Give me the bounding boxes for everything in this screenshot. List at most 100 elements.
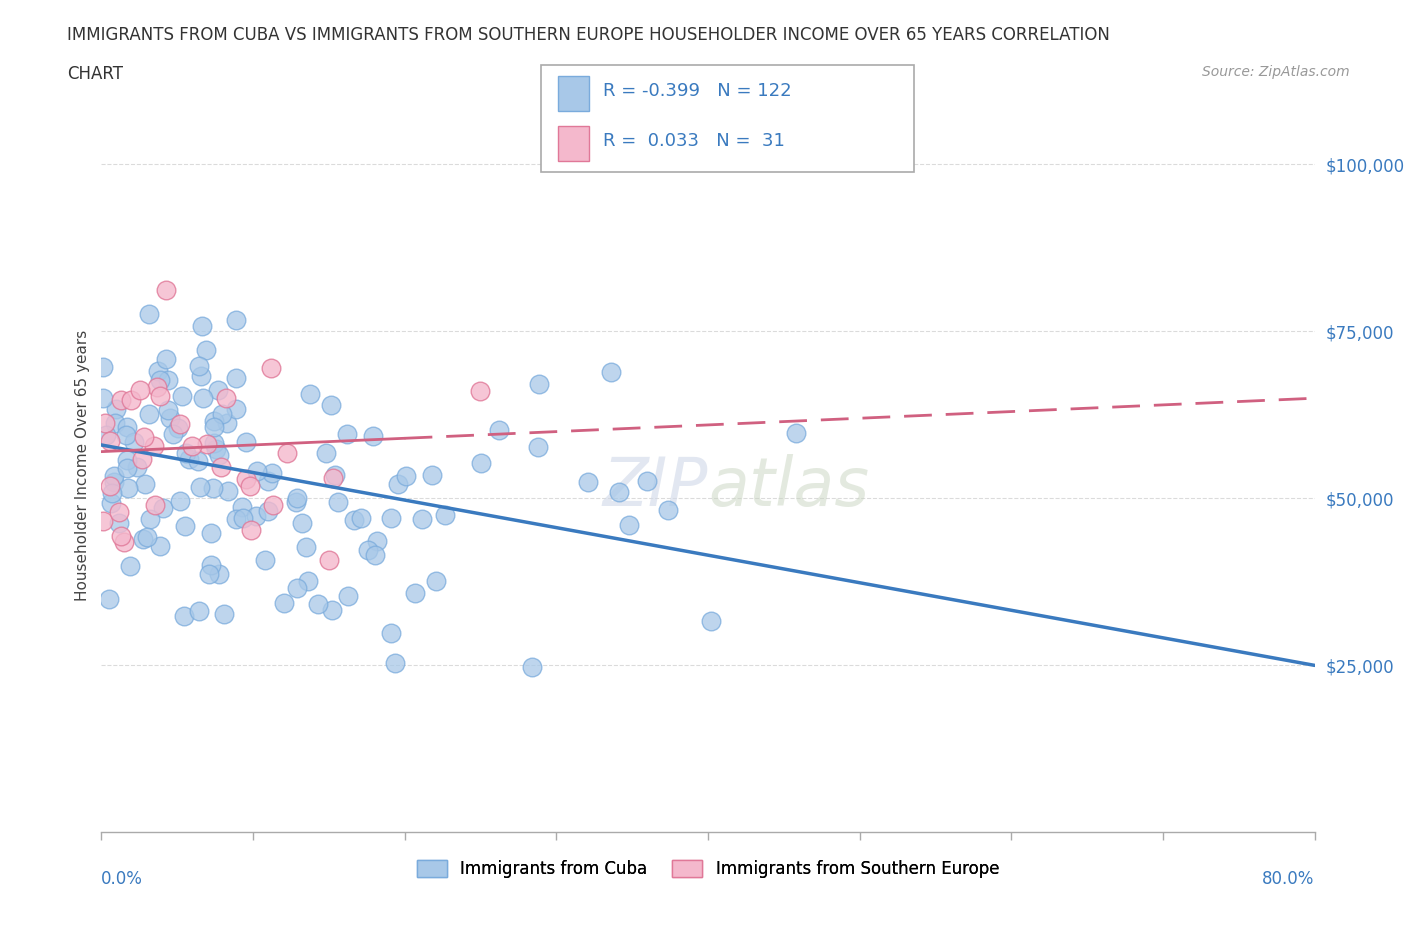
Point xyxy=(191,318,214,333)
Point xyxy=(195,342,218,357)
Point xyxy=(103,474,125,489)
Point xyxy=(157,373,180,388)
Point xyxy=(245,508,267,523)
Text: ZIP: ZIP xyxy=(603,454,709,520)
Point xyxy=(143,498,166,512)
Point xyxy=(276,445,298,460)
Point xyxy=(350,511,373,525)
Point xyxy=(169,417,191,432)
Point xyxy=(138,407,160,422)
Point xyxy=(364,548,387,563)
Point xyxy=(155,283,177,298)
Point xyxy=(294,539,316,554)
Point xyxy=(285,580,308,595)
Point xyxy=(231,499,253,514)
Point xyxy=(232,511,254,525)
Point xyxy=(526,440,548,455)
Point xyxy=(208,566,231,581)
Point xyxy=(139,512,162,526)
Point xyxy=(361,428,384,443)
Point xyxy=(157,403,180,418)
Point xyxy=(212,606,235,621)
Point xyxy=(253,553,276,568)
Point xyxy=(321,398,343,413)
Point xyxy=(225,401,247,416)
Point xyxy=(356,543,378,558)
Point xyxy=(785,426,807,441)
Point xyxy=(132,532,155,547)
Point xyxy=(131,451,153,466)
Point xyxy=(127,459,149,474)
Point xyxy=(155,352,177,366)
Point xyxy=(235,435,257,450)
Point xyxy=(217,415,239,430)
Point xyxy=(318,552,340,567)
Point xyxy=(225,512,247,526)
Point xyxy=(122,434,145,449)
Point xyxy=(576,475,599,490)
Point xyxy=(384,656,406,671)
Point xyxy=(260,465,283,480)
Point xyxy=(202,413,225,428)
Point xyxy=(191,391,214,405)
Point xyxy=(159,410,181,425)
Point xyxy=(190,368,212,383)
Point xyxy=(174,519,197,534)
Point xyxy=(321,603,343,618)
Point xyxy=(619,518,641,533)
Text: R = -0.399   N = 122: R = -0.399 N = 122 xyxy=(603,82,792,100)
Point xyxy=(307,597,329,612)
Text: CHART: CHART xyxy=(67,65,124,83)
Point xyxy=(115,460,138,475)
Point xyxy=(200,525,222,540)
Text: R =  0.033   N =  31: R = 0.033 N = 31 xyxy=(603,132,785,150)
Point xyxy=(262,498,284,512)
Point xyxy=(211,406,233,421)
Point xyxy=(98,434,121,449)
Point xyxy=(207,382,229,397)
Point xyxy=(187,454,209,469)
Point xyxy=(145,379,167,394)
Point xyxy=(173,609,195,624)
Point xyxy=(422,468,444,483)
Point xyxy=(246,464,269,479)
Point xyxy=(110,392,132,407)
Point xyxy=(404,586,426,601)
Point xyxy=(204,420,226,435)
Legend: Immigrants from Cuba, Immigrants from Southern Europe: Immigrants from Cuba, Immigrants from So… xyxy=(408,852,1008,886)
Point xyxy=(149,538,172,553)
Point xyxy=(636,474,658,489)
Point xyxy=(100,485,122,500)
Point xyxy=(411,512,433,526)
Point xyxy=(108,505,131,520)
Point xyxy=(297,574,319,589)
Point xyxy=(112,534,135,549)
Point xyxy=(527,377,550,392)
Point xyxy=(91,359,114,374)
Point xyxy=(143,439,166,454)
Point xyxy=(104,416,127,431)
Point xyxy=(136,529,159,544)
Point xyxy=(215,391,238,405)
Point xyxy=(115,428,138,443)
Point xyxy=(94,428,117,443)
Point xyxy=(187,359,209,374)
Point xyxy=(174,445,197,460)
Point xyxy=(343,512,366,527)
Point xyxy=(522,659,544,674)
Point xyxy=(323,468,346,483)
Point xyxy=(202,436,225,451)
Point xyxy=(291,516,314,531)
Point xyxy=(239,478,262,493)
Point xyxy=(110,528,132,543)
Point xyxy=(120,393,142,408)
Point xyxy=(132,430,155,445)
Point xyxy=(103,469,125,484)
Point xyxy=(205,442,228,457)
Point xyxy=(97,592,120,607)
Point xyxy=(257,503,280,518)
Point xyxy=(115,453,138,468)
Point xyxy=(217,484,239,498)
Text: atlas: atlas xyxy=(709,454,869,520)
Point xyxy=(117,481,139,496)
